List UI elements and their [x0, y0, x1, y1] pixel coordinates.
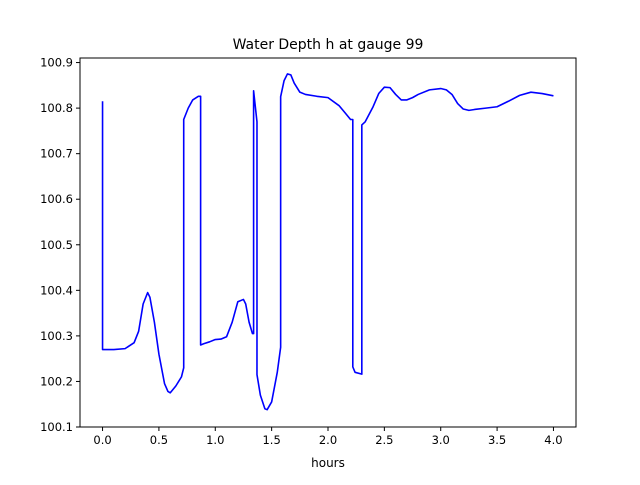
plot-area: 0.0 0.5 1.0 1.5 2.0 2.5 3.0 3.5 4.0 100.1100.210…: [40, 56, 577, 447]
x-axis-label: hours: [311, 456, 345, 470]
x-axis-ticks: 0.0 0.5 1.0 1.5 2.0 2.5 3.0 3.5 4.0: [93, 427, 563, 447]
x-tick-label: 1.5: [262, 433, 280, 447]
y-tick-label: 100.2: [40, 374, 73, 388]
x-tick-label: 3.5: [488, 433, 506, 447]
y-tick-label: 100.7: [40, 147, 73, 161]
x-tick-label: 3.0: [432, 433, 450, 447]
x-tick-label: 1.0: [206, 433, 224, 447]
x-tick-label: 0.0: [93, 433, 111, 447]
chart-title: Water Depth h at gauge 99: [233, 37, 424, 53]
x-tick-label: 2.0: [319, 433, 337, 447]
y-tick-label: 100.6: [40, 192, 73, 206]
x-tick-label: 0.5: [150, 433, 168, 447]
y-tick-label: 100.8: [40, 101, 73, 115]
y-tick-label: 100.5: [40, 238, 73, 252]
y-tick-label: 100.4: [40, 283, 73, 297]
y-tick-label: 100.1: [40, 420, 73, 434]
series-layer: [101, 73, 554, 411]
water-depth-series-line: [101, 73, 554, 411]
y-tick-label: 100.3: [40, 329, 73, 343]
y-tick-label: 100.9: [40, 56, 73, 70]
x-tick-label: 4.0: [544, 433, 562, 447]
y-axis-ticks: 100.1 100.2 100.3 100.4 100.5 100.6 100.7 100.8…: [40, 56, 80, 434]
x-tick-label: 2.5: [375, 433, 393, 447]
